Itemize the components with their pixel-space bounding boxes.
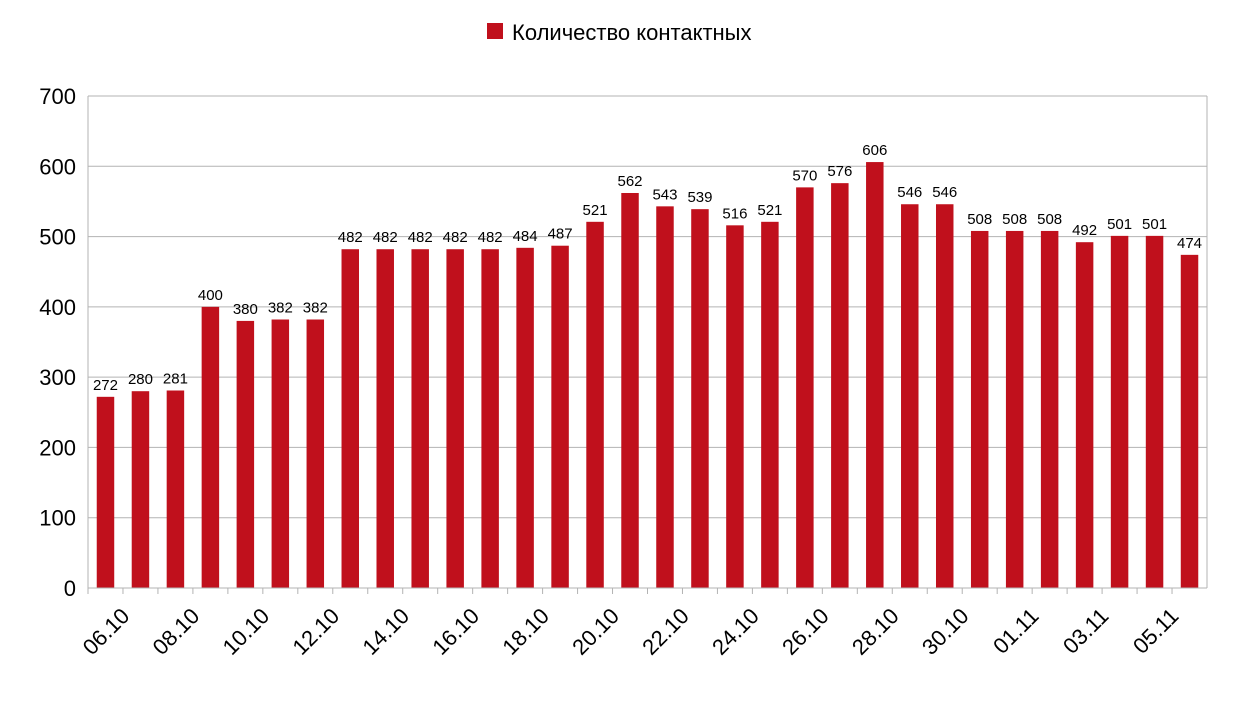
bar-18.10 — [516, 247, 534, 588]
data-label: 492 — [1072, 222, 1097, 239]
x-tick-label: 03.11 — [1058, 603, 1113, 658]
y-tick-label: 500 — [39, 225, 76, 250]
bar-13.10 — [341, 249, 360, 589]
x-tick-label: 22.10 — [637, 603, 694, 660]
x-tick-label: 26.10 — [777, 603, 834, 660]
x-tick-label: 01.11 — [988, 603, 1043, 658]
bar-08.10 — [166, 390, 185, 588]
bar-15.10 — [411, 249, 429, 589]
x-tick-label: 24.10 — [707, 603, 764, 660]
x-tick-label: 30.10 — [917, 603, 974, 660]
bar-06.11 — [1180, 254, 1199, 589]
x-tick-label: 18.10 — [497, 603, 554, 660]
data-label: 501 — [1107, 216, 1132, 233]
data-label: 400 — [198, 287, 223, 304]
data-label: 543 — [652, 186, 677, 203]
data-label: 508 — [967, 211, 992, 228]
legend-label: Количество контактных — [512, 20, 752, 45]
bar-16.10 — [446, 249, 464, 589]
x-tick-label: 14.10 — [357, 603, 414, 660]
bar-09.10 — [201, 306, 220, 588]
x-axis: 06.10 08.10 10.10 12.10 14.10 16.10 18.10 20.10… — [78, 587, 1207, 660]
bar-02.11 — [1040, 230, 1059, 588]
legend-swatch — [487, 23, 503, 39]
bar-29.10 — [901, 204, 919, 589]
bar-26.10 — [796, 187, 814, 588]
data-label: 576 — [827, 163, 852, 180]
data-label: 281 — [163, 370, 188, 387]
data-label: 501 — [1142, 216, 1167, 233]
x-tick-label: 12.10 — [288, 603, 345, 660]
data-label: 508 — [1002, 211, 1027, 228]
data-label: 482 — [408, 229, 433, 246]
data-label: 482 — [478, 229, 503, 246]
bar-19.10 — [551, 245, 569, 589]
data-label: 516 — [722, 205, 747, 222]
bar-10.10 — [236, 320, 255, 588]
bar-17.10 — [481, 249, 499, 589]
data-label: 482 — [373, 229, 398, 246]
y-tick-label: 300 — [39, 365, 76, 390]
data-label: 382 — [268, 300, 293, 317]
y-tick-label: 700 — [39, 84, 76, 109]
data-label: 570 — [792, 167, 817, 184]
y-tick-label: 100 — [39, 506, 76, 531]
bar-01.11 — [1005, 230, 1024, 588]
data-label: 546 — [897, 184, 922, 201]
x-tick-label: 08.10 — [148, 603, 205, 660]
x-tick-label: 20.10 — [567, 603, 624, 660]
x-tick-label: 06.10 — [78, 603, 135, 660]
bars — [96, 162, 1199, 589]
data-label: 272 — [93, 377, 118, 394]
bar-28.10 — [866, 162, 884, 588]
bar-27.10 — [831, 183, 849, 588]
data-label: 521 — [583, 202, 608, 219]
bar-06.10 — [96, 396, 115, 588]
data-label: 606 — [862, 142, 887, 159]
x-tick-label: 10.10 — [218, 603, 275, 660]
data-labels: 272 280 281 400 380 382 382 482 482 482 482 482 484 4… — [93, 142, 1202, 394]
data-label: 546 — [932, 184, 957, 201]
y-tick-label: 200 — [39, 435, 76, 460]
bar-25.10 — [761, 221, 779, 588]
bar-23.10 — [691, 209, 709, 588]
bar-05.11 — [1145, 235, 1164, 588]
bar-24.10 — [726, 225, 744, 588]
y-tick-label: 400 — [39, 295, 76, 320]
x-tick-label: 05.11 — [1128, 603, 1183, 658]
gridlines — [87, 95, 1208, 589]
bar-12.10 — [306, 319, 325, 588]
bar-20.10 — [586, 221, 604, 588]
data-label: 482 — [443, 229, 468, 246]
data-label: 382 — [303, 300, 328, 317]
data-label: 487 — [548, 226, 573, 243]
data-label: 380 — [233, 301, 258, 318]
bar-31.10 — [970, 230, 989, 588]
bar-22.10 — [656, 206, 674, 588]
x-tick-label: 28.10 — [847, 603, 904, 660]
data-label: 508 — [1037, 211, 1062, 228]
data-label: 474 — [1177, 235, 1202, 252]
bar-07.10 — [131, 391, 150, 588]
y-axis: 0 100 200 300 400 500 600 700 — [39, 84, 76, 601]
data-label: 484 — [513, 228, 538, 245]
bar-14.10 — [376, 249, 394, 589]
y-tick-label: 0 — [64, 576, 76, 601]
y-tick-label: 600 — [39, 154, 76, 179]
x-tick-label: 16.10 — [427, 603, 484, 660]
bar-21.10 — [621, 192, 639, 588]
legend: Количество контактных — [487, 20, 752, 45]
bar-04.11 — [1110, 235, 1129, 588]
data-label: 562 — [618, 173, 643, 190]
data-label: 521 — [757, 202, 782, 219]
data-label: 280 — [128, 371, 153, 388]
bar-30.10 — [935, 204, 954, 589]
data-label: 539 — [687, 189, 712, 206]
bar-03.11 — [1075, 242, 1094, 589]
data-label: 482 — [338, 229, 363, 246]
bar-11.10 — [271, 319, 290, 588]
